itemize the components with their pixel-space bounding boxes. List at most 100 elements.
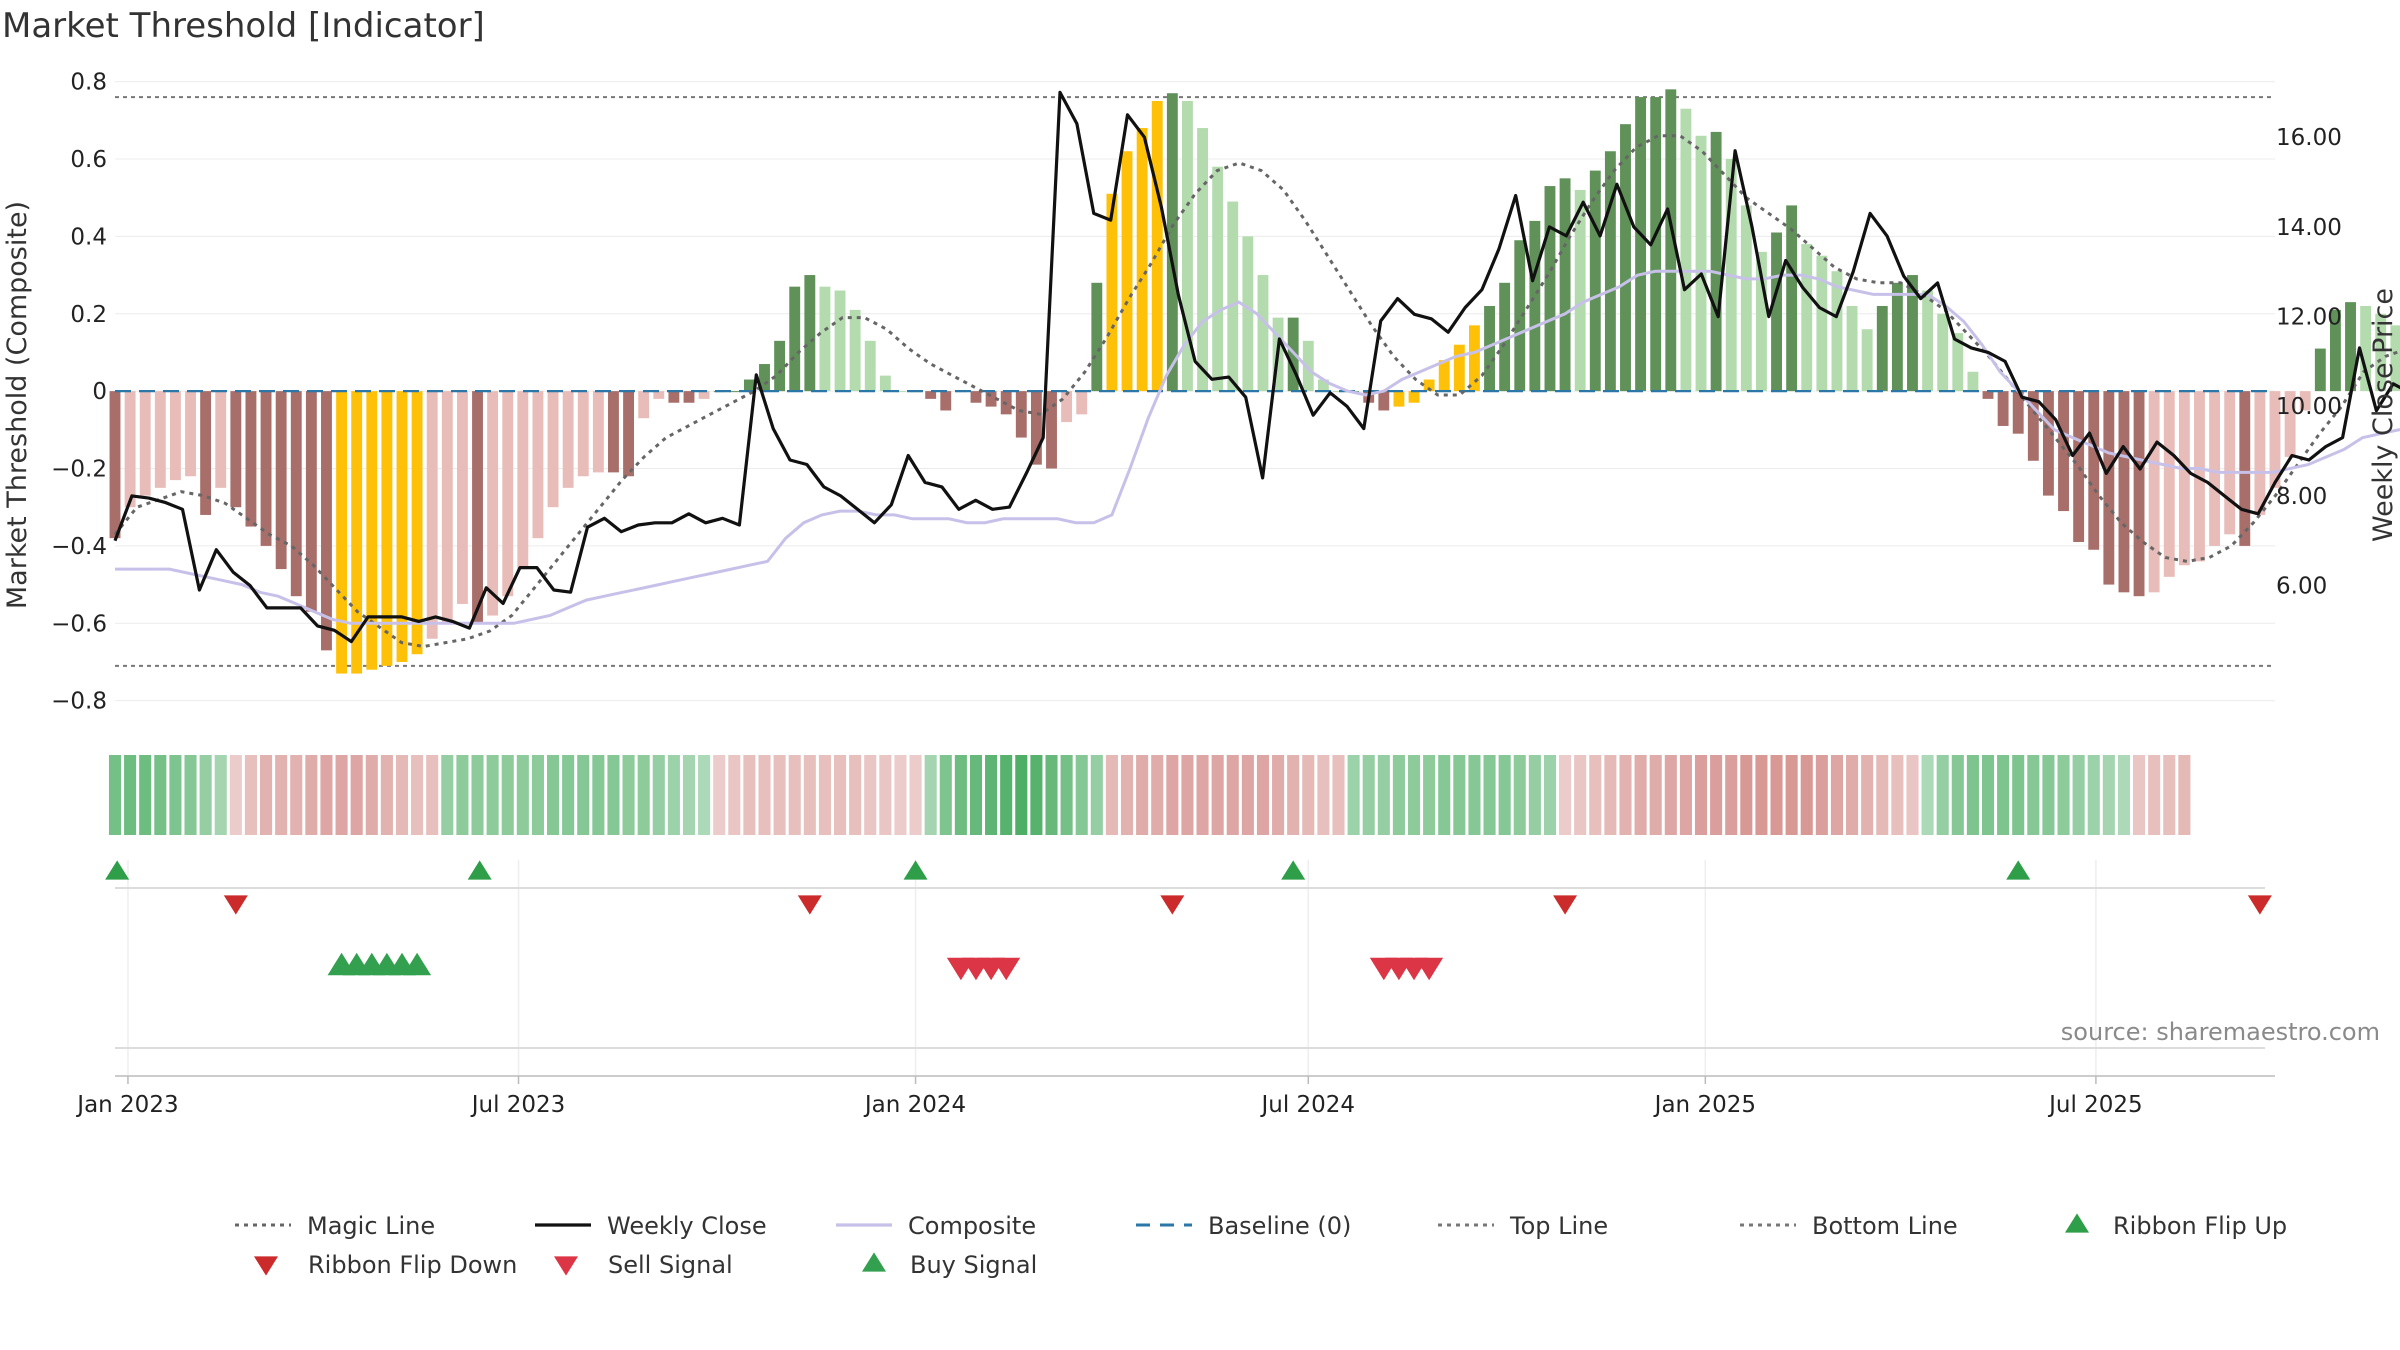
composite-bar (638, 391, 650, 419)
composite-bar (1680, 108, 1692, 392)
ribbon-segment (1830, 755, 1843, 835)
ribbon-segment (1559, 755, 1572, 835)
ribbon-segment (108, 755, 122, 835)
legend-label: Weekly Close (607, 1212, 767, 1240)
ribbon-segment (592, 755, 605, 835)
composite-bar (2224, 391, 2236, 535)
ribbon-segment (1075, 755, 1088, 835)
composite-bar (743, 379, 755, 392)
ribbon-segment (1453, 755, 1466, 835)
composite-bar (2314, 348, 2326, 392)
composite-bar (2163, 391, 2175, 577)
ribbon-segment (2042, 755, 2055, 835)
composite-bar (169, 391, 181, 481)
ribbon-flip-down-marker (797, 895, 822, 915)
ribbon-segment (1891, 755, 1904, 835)
ribbon-flip-up-marker (105, 860, 130, 880)
ribbon-segment (1136, 755, 1149, 835)
composite-bar (1197, 128, 1208, 392)
right-tick-label: 14.00 (2276, 215, 2342, 241)
composite-bar (1846, 306, 1858, 392)
x-tick-label: Jan 2024 (863, 1092, 966, 1118)
composite-bar (774, 340, 786, 392)
ribbon-segment (833, 755, 847, 835)
ribbon-segment (1800, 755, 1813, 835)
ribbon-segment (713, 755, 726, 835)
ribbon-segment (577, 755, 590, 835)
composite-bar (1121, 151, 1133, 392)
ribbon-segment (728, 755, 741, 835)
composite-bar (698, 391, 710, 399)
ribbon-segment (1423, 755, 1436, 835)
left-tick-label: −0.2 (51, 457, 107, 483)
left-tick-label: −0.6 (51, 611, 107, 637)
ribbon-segment (1528, 755, 1541, 835)
composite-bar (1937, 313, 1949, 392)
composite-bar (321, 391, 332, 651)
ribbon-segment (1196, 755, 1209, 835)
composite-bar (1499, 282, 1511, 392)
ribbon-segment (139, 755, 152, 835)
composite-bar (1620, 124, 1631, 392)
left-tick-label: 0.4 (70, 224, 107, 250)
composite-bar (562, 391, 574, 488)
ribbon-segment (758, 755, 771, 835)
composite-bar (230, 391, 242, 508)
ribbon-segment (1513, 755, 1526, 835)
x-tick-label: Jan 2023 (75, 1092, 178, 1118)
source-text: source: sharemaestro.com (2061, 1018, 2380, 1046)
ribbon-segment (849, 755, 862, 835)
composite-bar (487, 391, 499, 616)
composite-bar (366, 391, 378, 670)
composite-bar (1333, 391, 1344, 393)
composite-bar (517, 391, 529, 570)
composite-bar (305, 391, 317, 612)
ribbon-segment (335, 755, 348, 835)
composite-bar (1665, 89, 1677, 392)
ribbon-segment (1876, 755, 1889, 835)
composite-bar (804, 275, 816, 392)
composite-bar (623, 391, 635, 477)
ribbon-segment (1317, 755, 1330, 835)
right-tick-label: 8.00 (2276, 484, 2327, 510)
ribbon-segment (1694, 755, 1708, 835)
composite-bar (2042, 391, 2054, 496)
composite-bar (426, 391, 438, 639)
ribbon-segment (1151, 755, 1164, 835)
composite-bar (1861, 329, 1873, 392)
composite-bar (1529, 220, 1541, 392)
ribbon-segment (1272, 755, 1285, 835)
legend-label: Ribbon Flip Down (308, 1251, 517, 1279)
ribbon-segment (411, 755, 424, 835)
ribbon-segment (954, 755, 967, 835)
ribbon-segment (1785, 755, 1798, 835)
composite-bar (728, 391, 740, 393)
composite-bar (124, 391, 136, 508)
composite-bar (411, 391, 423, 655)
composite-bar (1257, 275, 1269, 392)
ribbon-segment (2133, 755, 2146, 835)
ribbon-segment (1362, 755, 1375, 835)
ribbon-segment (667, 755, 680, 835)
ribbon-segment (531, 755, 544, 835)
ribbon-segment (2102, 755, 2115, 835)
ribbon-segment (1589, 755, 1602, 835)
composite-bar (1136, 128, 1148, 392)
left-tick-label: 0 (92, 379, 107, 405)
ribbon-segment (894, 755, 907, 835)
composite-bar (864, 340, 876, 392)
ribbon-segment (395, 755, 409, 835)
composite-bar (275, 391, 287, 570)
left-tick-label: −0.8 (51, 689, 107, 715)
x-tick-label: Jul 2024 (1259, 1092, 1355, 1118)
ribbon-segment (1030, 755, 1043, 835)
ribbon-segment (698, 755, 711, 835)
ribbon-segment (637, 755, 650, 835)
composite-bar (260, 391, 272, 546)
legend-swatch (254, 1256, 278, 1276)
ribbon-segment (1997, 755, 2010, 835)
ribbon-segment (818, 755, 831, 835)
legend-swatch (862, 1252, 886, 1272)
ribbon-segment (1438, 755, 1451, 835)
ribbon-segment (154, 755, 167, 835)
